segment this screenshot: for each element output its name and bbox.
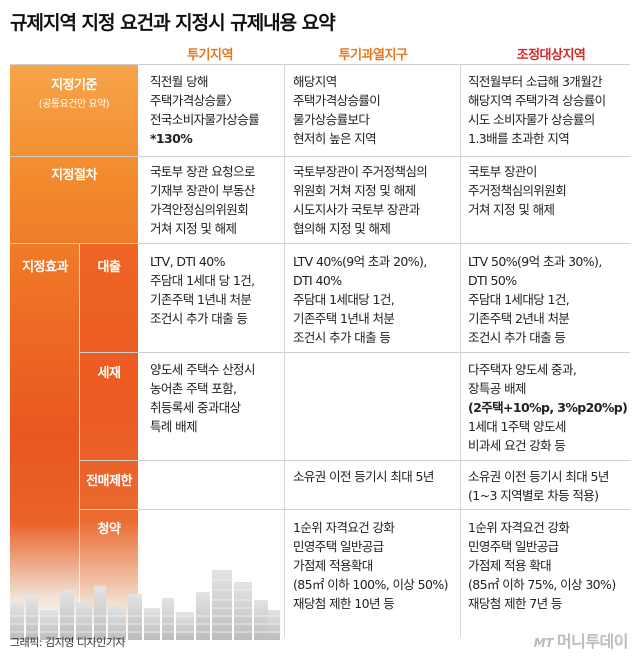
column-header-adjustment-area: 조정대상지역 (516, 48, 586, 63)
row-label-designation-procedure: 지정절차 (51, 168, 97, 183)
cell-tax-adjustment-area: 다주택자 양도세 중과, 장특공 배제 (2주택+10%p, 3%p20%p) … (468, 362, 628, 453)
row-label-tax: 세재 (97, 366, 121, 381)
cell-criteria-speculation-zone: 직전월 당해 주택가격상승률〉 전국소비자물가상승률 *130% (150, 74, 260, 146)
cell-procedure-adjustment-area: 국토부 장관이 주거정책심의위원회 거쳐 지정 및 해제 (468, 164, 567, 217)
table-top-rule (10, 64, 630, 65)
column-divider (284, 64, 285, 637)
row-label-designation-effects: 지정효과 (22, 260, 68, 275)
publisher-logo-text: 머니투데이 (556, 632, 629, 651)
sidebar-divider (79, 243, 80, 638)
column-header-speculation-zone: 투기지역 (187, 48, 233, 63)
page-title: 규제지역 지정 요건과 지정시 규제내용 요약 (10, 12, 336, 34)
row-divider (10, 243, 630, 244)
cell-subscription-adjustment-area: 1순위 자격요건 강화 민영주택 일반공급 가점제 적용 확대 (85㎡ 이하 … (468, 520, 616, 611)
publisher-logo: MT 머니투데이 (533, 628, 629, 652)
cell-loan-overheated-district: LTV 40%(9억 초과 20%), DTI 40% 주담대 1세대당 1건,… (293, 254, 427, 345)
row-divider (80, 460, 630, 461)
row-label-resale-restriction: 전매제한 (86, 474, 132, 489)
cell-criteria-adjustment-area: 직전월부터 소급해 3개월간 해당지역 주택가격 상승률이 시도 소비자물가 상… (468, 74, 606, 146)
graphic-credit: 그래픽: 김지영 디자인기자 (10, 636, 126, 649)
publisher-logo-mark: MT (533, 636, 554, 650)
cell-loan-adjustment-area: LTV 50%(9억 초과 30%), DTI 50% 주담대 1세대당 1건,… (468, 254, 602, 345)
cell-subscription-overheated-district: 1순위 자격요건 강화 민영주택 일반공급 가점제 적용확대 (85㎡ 이하 1… (293, 520, 449, 611)
cell-resale-adjustment-area: 소유권 이전 등기시 최대 5년 (1~3 지역별로 차등 적용) (468, 469, 609, 503)
cell-resale-overheated-district: 소유권 이전 등기시 최대 5년 (293, 469, 434, 484)
row-divider (80, 509, 630, 510)
apartment-skyline-illustration (10, 570, 280, 640)
cell-tax-speculation-zone: 양도세 주택수 산정시 농어촌 주택 포함, 취등록세 중과대상 특례 배제 (150, 362, 255, 434)
cell-procedure-overheated-district: 국토부장관이 주거정책심의 위원회 거쳐 지정 및 해제 시도지사가 국토부 장… (293, 164, 428, 236)
row-sublabel-common-requirements: (공통요건만 요약) (38, 99, 110, 110)
row-label-subscription: 청약 (97, 522, 121, 537)
effects-subcategory-column (80, 243, 138, 637)
column-header-overheated-district: 투기과열지구 (338, 48, 408, 63)
column-divider (460, 64, 461, 637)
row-label-loan: 대출 (97, 260, 121, 275)
cell-loan-speculation-zone: LTV, DTI 40% 주담대 1세대 당 1건, 기존주택 1년내 처분 조… (150, 254, 255, 326)
cell-procedure-speculation-zone: 국토부 장관 요청으로 기재부 장관이 부동산 가격안정심의위원회 거쳐 지정 … (150, 164, 255, 236)
cell-criteria-overheated-district: 해당지역 주택가격상승률이 물가상승률보다 현저히 높은 지역 (293, 74, 381, 146)
row-divider (80, 352, 630, 353)
row-divider (10, 156, 630, 157)
row-label-designation-criteria: 지정기준 (공통요건만 요약) (10, 74, 138, 110)
